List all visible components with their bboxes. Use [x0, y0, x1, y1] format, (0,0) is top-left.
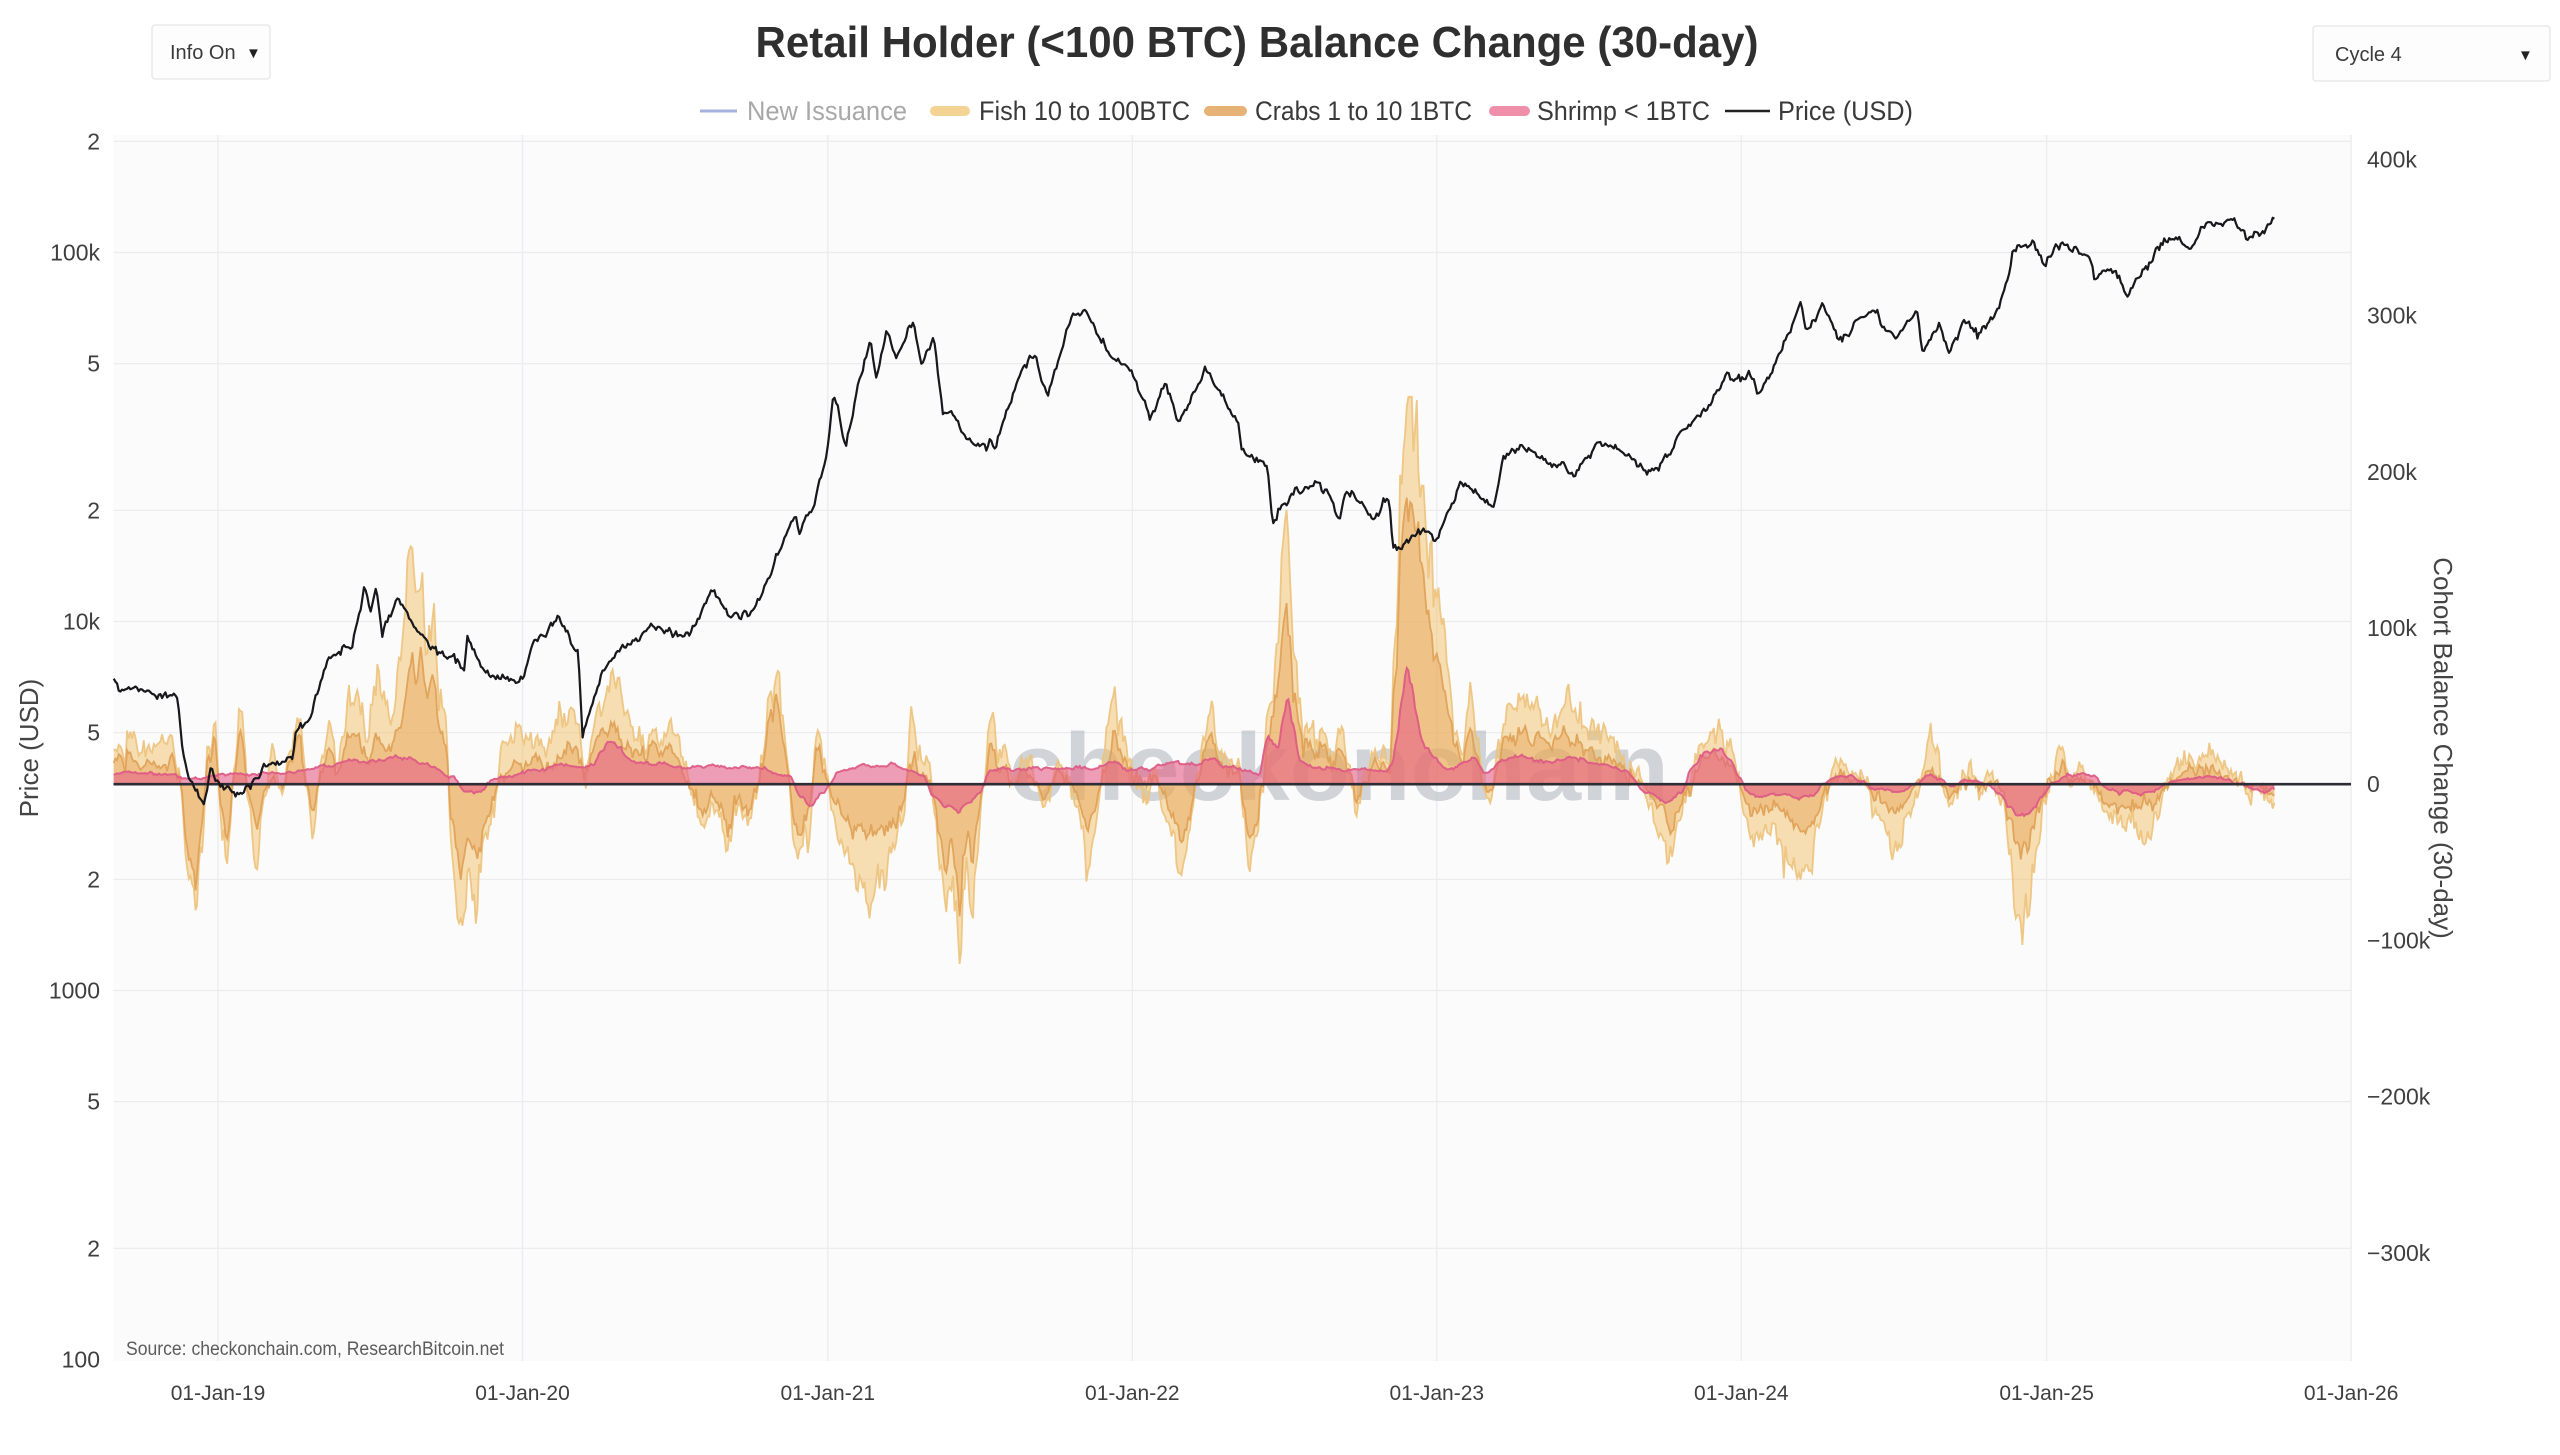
- svg-text:01-Jan-21: 01-Jan-21: [781, 1382, 876, 1405]
- svg-text:▼: ▼: [246, 45, 261, 62]
- svg-text:−300k: −300k: [2367, 1240, 2431, 1266]
- svg-text:−200k: −200k: [2367, 1084, 2431, 1110]
- svg-text:100: 100: [62, 1347, 100, 1373]
- svg-text:Retail Holder (<100 BTC) Balan: Retail Holder (<100 BTC) Balance Change …: [756, 18, 1759, 67]
- svg-text:5: 5: [87, 351, 100, 377]
- svg-text:01-Jan-26: 01-Jan-26: [2304, 1382, 2399, 1405]
- svg-text:01-Jan-19: 01-Jan-19: [171, 1382, 266, 1405]
- svg-text:10k: 10k: [63, 609, 101, 635]
- svg-text:1000: 1000: [49, 978, 100, 1004]
- svg-text:01-Jan-22: 01-Jan-22: [1085, 1382, 1180, 1405]
- svg-text:Price (USD): Price (USD): [1778, 96, 1913, 126]
- svg-text:5: 5: [87, 1089, 100, 1115]
- svg-text:Shrimp < 1BTC: Shrimp < 1BTC: [1537, 96, 1710, 126]
- svg-text:−100k: −100k: [2367, 927, 2431, 953]
- svg-text:300k: 300k: [2367, 303, 2417, 329]
- svg-text:▼: ▼: [2518, 47, 2533, 64]
- svg-text:01-Jan-23: 01-Jan-23: [1390, 1382, 1485, 1405]
- svg-text:0: 0: [2367, 771, 2380, 797]
- svg-text:Price (USD): Price (USD): [14, 679, 44, 818]
- svg-text:400k: 400k: [2367, 146, 2417, 172]
- svg-text:2: 2: [87, 128, 100, 154]
- svg-text:100k: 100k: [2367, 615, 2417, 641]
- svg-text:2: 2: [87, 497, 100, 523]
- svg-text:New Issuance: New Issuance: [747, 96, 907, 126]
- svg-text:Cycle 4: Cycle 4: [2335, 44, 2402, 66]
- svg-text:Crabs 1 to 10 1BTC: Crabs 1 to 10 1BTC: [1255, 96, 1472, 126]
- svg-text:2: 2: [87, 866, 100, 892]
- svg-text:Fish 10 to 100BTC: Fish 10 to 100BTC: [979, 96, 1190, 126]
- svg-text:Cohort Balance Change (30-day): Cohort Balance Change (30-day): [2428, 557, 2458, 939]
- svg-text:2: 2: [87, 1235, 100, 1261]
- svg-text:01-Jan-24: 01-Jan-24: [1694, 1382, 1789, 1405]
- svg-text:100k: 100k: [50, 240, 100, 266]
- svg-text:01-Jan-25: 01-Jan-25: [1999, 1382, 2094, 1405]
- svg-text:5: 5: [87, 720, 100, 746]
- svg-text:Source: checkonchain.com, Rese: Source: checkonchain.com, ResearchBitcoi…: [126, 1339, 505, 1360]
- svg-text:Info On: Info On: [170, 42, 236, 64]
- svg-text:200k: 200k: [2367, 459, 2417, 485]
- svg-text:01-Jan-20: 01-Jan-20: [475, 1382, 570, 1405]
